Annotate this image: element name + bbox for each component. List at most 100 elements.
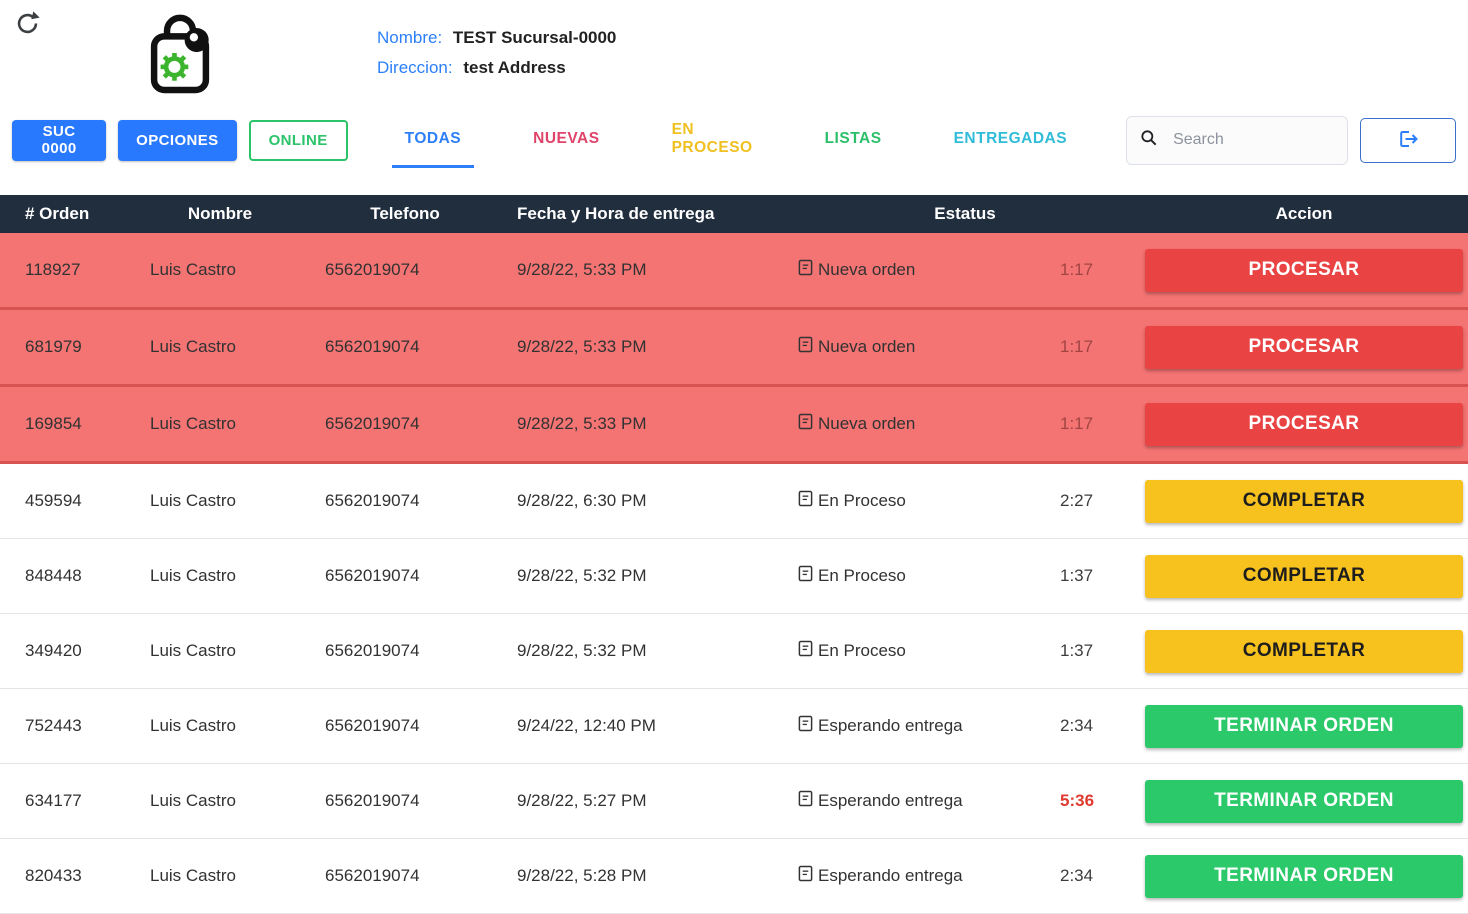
action-button[interactable]: COMPLETAR — [1145, 629, 1463, 673]
elapsed-timer: 5:36 — [1060, 791, 1095, 810]
delivery-datetime: 9/28/22, 5:32 PM — [517, 566, 647, 585]
app-logo — [143, 8, 217, 103]
col-header-estatus: Estatus — [934, 204, 996, 223]
status-cell: En Proceso — [790, 640, 1050, 662]
elapsed-timer: 1:17 — [1060, 337, 1094, 356]
suc-button[interactable]: SUC 0000 — [12, 119, 107, 161]
order-number: 752443 — [25, 716, 82, 735]
elapsed-timer: 2:34 — [1060, 716, 1094, 735]
delivery-datetime: 9/24/22, 12:40 PM — [517, 716, 656, 735]
customer-name: Luis Castro — [150, 260, 236, 279]
customer-name: Luis Castro — [150, 866, 236, 885]
status-text: En Proceso — [818, 491, 906, 510]
phone-number: 6562019074 — [325, 491, 420, 510]
status-text: Nueva orden — [818, 337, 916, 356]
phone-number: 6562019074 — [325, 791, 420, 810]
delivery-datetime: 9/28/22, 5:27 PM — [517, 791, 647, 810]
status-text: Esperando entrega — [818, 866, 963, 885]
action-button[interactable]: TERMINAR ORDEN — [1145, 779, 1463, 823]
table-row: 752443 Luis Castro 6562019074 9/24/22, 1… — [0, 689, 1468, 764]
elapsed-timer: 1:37 — [1060, 566, 1094, 585]
toolbar: SUC 0000 OPCIONES ONLINE TODAS NUEVAS EN P… — [0, 108, 1468, 168]
top-header: Nombre: TEST Sucursal-0000 Direccion: te… — [0, 0, 1468, 108]
status-cell: Nueva orden — [790, 413, 1050, 435]
phone-number: 6562019074 — [325, 414, 420, 433]
table-header-row: # Orden Nombre Telefono Fecha y Hora de … — [0, 195, 1468, 233]
search-input[interactable] — [1171, 130, 1336, 150]
branch-name-value: TEST Sucursal-0000 — [452, 28, 617, 47]
action-button[interactable]: TERMINAR ORDEN — [1145, 854, 1463, 898]
order-number: 820433 — [25, 866, 82, 885]
elapsed-timer: 2:34 — [1060, 866, 1094, 885]
opciones-button[interactable]: OPCIONES — [118, 119, 237, 161]
elapsed-timer: 2:27 — [1060, 491, 1094, 510]
tab-entregadas[interactable]: ENTREGADAS — [953, 129, 1068, 147]
customer-name: Luis Castro — [150, 566, 236, 585]
branch-info: Nombre: TEST Sucursal-0000 Direccion: te… — [377, 8, 616, 88]
table-row: 848448 Luis Castro 6562019074 9/28/22, 5… — [0, 539, 1468, 614]
order-number: 634177 — [25, 791, 82, 810]
status-cell: Esperando entrega — [790, 865, 1050, 887]
action-button[interactable]: PROCESAR — [1145, 248, 1463, 292]
status-cell: En Proceso — [790, 490, 1050, 512]
branch-address-value: test Address — [463, 58, 566, 77]
order-doc-icon — [798, 259, 813, 281]
customer-name: Luis Castro — [150, 491, 236, 510]
elapsed-timer: 1:17 — [1060, 260, 1094, 279]
order-number: 349420 — [25, 641, 82, 660]
action-button[interactable]: COMPLETAR — [1145, 554, 1463, 598]
action-button[interactable]: COMPLETAR — [1145, 479, 1463, 523]
logout-export-button[interactable] — [1360, 117, 1456, 163]
refresh-icon[interactable] — [14, 10, 41, 40]
delivery-datetime: 9/28/22, 5:32 PM — [517, 641, 647, 660]
phone-number: 6562019074 — [325, 337, 420, 356]
order-number: 848448 — [25, 566, 82, 585]
customer-name: Luis Castro — [150, 337, 236, 356]
status-cell: Esperando entrega — [790, 715, 1050, 737]
status-text: Esperando entrega — [818, 716, 963, 735]
action-button[interactable]: PROCESAR — [1145, 402, 1463, 446]
status-text: En Proceso — [818, 566, 906, 585]
delivery-datetime: 9/28/22, 5:33 PM — [517, 414, 647, 433]
logout-icon — [1396, 127, 1420, 154]
action-button[interactable]: TERMINAR ORDEN — [1145, 704, 1463, 748]
status-cell: Nueva orden — [790, 259, 1050, 281]
phone-number: 6562019074 — [325, 641, 420, 660]
table-row: 459594 Luis Castro 6562019074 9/28/22, 6… — [0, 464, 1468, 539]
delivery-datetime: 9/28/22, 5:28 PM — [517, 866, 647, 885]
search-icon — [1139, 128, 1159, 153]
phone-number: 6562019074 — [325, 566, 420, 585]
tab-en-proceso[interactable]: EN PROCESO — [671, 120, 753, 156]
status-text: En Proceso — [818, 641, 906, 660]
col-header-accion: Accion — [1275, 204, 1333, 223]
orders-table-body: 118927 Luis Castro 6562019074 9/28/22, 5… — [0, 233, 1468, 914]
order-doc-icon — [798, 413, 813, 435]
table-row: 169854 Luis Castro 6562019074 9/28/22, 5… — [0, 387, 1468, 464]
order-doc-icon — [798, 640, 813, 662]
phone-number: 6562019074 — [325, 260, 420, 279]
order-number: 169854 — [25, 414, 82, 433]
table-row: 820433 Luis Castro 6562019074 9/28/22, 5… — [0, 839, 1468, 914]
delivery-datetime: 9/28/22, 5:33 PM — [517, 260, 647, 279]
order-doc-icon — [798, 790, 813, 812]
online-toggle-button[interactable]: ONLINE — [248, 119, 348, 161]
status-cell: En Proceso — [790, 565, 1050, 587]
elapsed-timer: 1:37 — [1060, 641, 1094, 660]
customer-name: Luis Castro — [150, 641, 236, 660]
tab-listas[interactable]: LISTAS — [824, 129, 882, 147]
tabs: TODAS NUEVAS EN PROCESO LISTAS ENTREGADAS — [391, 112, 1126, 168]
order-doc-icon — [798, 336, 813, 358]
status-cell: Nueva orden — [790, 336, 1050, 358]
customer-name: Luis Castro — [150, 716, 236, 735]
action-button[interactable]: PROCESAR — [1145, 325, 1463, 369]
tab-todas[interactable]: TODAS — [391, 112, 475, 168]
order-doc-icon — [798, 865, 813, 887]
tab-nuevas[interactable]: NUEVAS — [533, 129, 600, 147]
phone-number: 6562019074 — [325, 716, 420, 735]
order-number: 118927 — [25, 260, 81, 279]
status-text: Nueva orden — [818, 414, 916, 433]
col-header-nombre: Nombre — [187, 204, 253, 223]
table-row: 118927 Luis Castro 6562019074 9/28/22, 5… — [0, 233, 1468, 310]
status-cell: Esperando entrega — [790, 790, 1050, 812]
